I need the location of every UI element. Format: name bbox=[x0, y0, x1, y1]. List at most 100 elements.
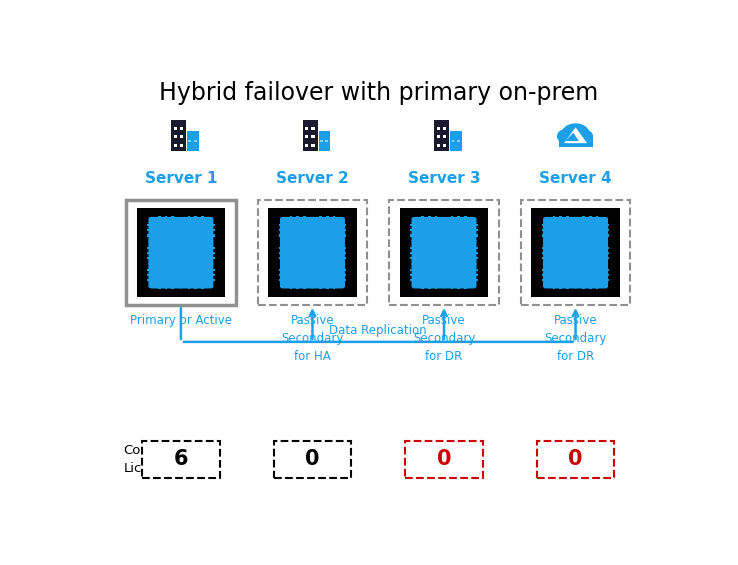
Bar bbox=[279, 229, 283, 232]
Bar bbox=[451, 260, 453, 264]
Bar bbox=[605, 246, 610, 249]
Bar bbox=[559, 264, 562, 267]
Text: Passive
Secondary
for DR: Passive Secondary for DR bbox=[545, 314, 607, 363]
Bar bbox=[542, 274, 546, 276]
Bar bbox=[458, 216, 460, 219]
Bar bbox=[289, 238, 292, 241]
Bar bbox=[311, 144, 314, 147]
FancyBboxPatch shape bbox=[543, 239, 579, 266]
Bar bbox=[576, 229, 580, 232]
Bar bbox=[464, 242, 467, 245]
Bar bbox=[571, 269, 576, 271]
Bar bbox=[566, 260, 569, 264]
Bar bbox=[571, 257, 576, 259]
Bar bbox=[147, 274, 151, 276]
Bar bbox=[126, 200, 235, 305]
Bar bbox=[596, 264, 599, 267]
Bar bbox=[410, 246, 414, 249]
Bar bbox=[559, 136, 593, 147]
Bar bbox=[194, 238, 197, 241]
Bar bbox=[589, 242, 592, 245]
Bar bbox=[440, 251, 444, 254]
Bar bbox=[410, 234, 414, 237]
Bar bbox=[474, 274, 477, 276]
Bar bbox=[176, 274, 181, 276]
Bar bbox=[176, 224, 181, 227]
Text: Data Replication: Data Replication bbox=[329, 324, 427, 337]
Bar bbox=[181, 257, 185, 259]
FancyBboxPatch shape bbox=[543, 217, 579, 244]
Bar bbox=[289, 242, 292, 245]
Bar bbox=[308, 274, 312, 276]
FancyBboxPatch shape bbox=[178, 262, 213, 289]
Bar bbox=[279, 279, 283, 281]
Bar bbox=[457, 140, 460, 142]
FancyBboxPatch shape bbox=[543, 262, 579, 289]
Bar bbox=[303, 216, 306, 219]
Bar bbox=[553, 216, 556, 219]
FancyBboxPatch shape bbox=[412, 217, 447, 244]
Bar bbox=[187, 264, 190, 267]
Bar bbox=[531, 208, 620, 297]
Bar bbox=[342, 251, 346, 254]
Bar bbox=[303, 286, 306, 289]
Bar bbox=[589, 286, 592, 289]
Bar bbox=[179, 136, 183, 138]
Bar bbox=[320, 140, 323, 142]
Bar bbox=[444, 229, 448, 232]
Bar bbox=[421, 286, 424, 289]
Bar bbox=[306, 136, 308, 138]
Bar bbox=[313, 279, 317, 281]
Bar bbox=[605, 229, 610, 232]
Bar bbox=[171, 286, 174, 289]
Bar bbox=[181, 279, 185, 281]
Bar bbox=[187, 242, 190, 245]
Bar bbox=[444, 251, 448, 254]
Bar bbox=[173, 144, 177, 147]
Bar bbox=[289, 286, 292, 289]
Bar bbox=[405, 441, 483, 478]
Bar bbox=[444, 257, 448, 259]
Bar bbox=[576, 224, 580, 227]
Bar bbox=[176, 246, 181, 249]
Bar bbox=[289, 216, 292, 219]
Bar bbox=[559, 260, 562, 264]
Bar bbox=[313, 224, 317, 227]
Bar bbox=[313, 229, 317, 232]
Bar bbox=[421, 264, 424, 267]
Bar bbox=[297, 216, 299, 219]
FancyBboxPatch shape bbox=[148, 239, 184, 266]
Text: 6: 6 bbox=[173, 449, 188, 470]
Bar bbox=[297, 260, 299, 264]
Bar bbox=[308, 269, 312, 271]
Bar bbox=[553, 242, 556, 245]
Bar bbox=[176, 269, 181, 271]
Bar bbox=[171, 120, 186, 151]
Bar bbox=[605, 224, 610, 227]
Bar bbox=[181, 274, 185, 276]
Bar bbox=[440, 229, 444, 232]
Bar bbox=[181, 234, 185, 237]
Bar bbox=[308, 251, 312, 254]
Bar bbox=[451, 238, 453, 241]
FancyBboxPatch shape bbox=[573, 239, 608, 266]
Bar bbox=[571, 251, 576, 254]
Bar bbox=[410, 274, 414, 276]
Bar bbox=[589, 216, 592, 219]
Bar bbox=[605, 279, 610, 281]
Bar bbox=[181, 246, 185, 249]
Polygon shape bbox=[565, 133, 579, 141]
Bar bbox=[201, 260, 204, 264]
FancyBboxPatch shape bbox=[178, 239, 213, 266]
Bar bbox=[313, 251, 317, 254]
Bar bbox=[326, 216, 328, 219]
Bar bbox=[165, 260, 168, 264]
Bar bbox=[464, 238, 467, 241]
FancyBboxPatch shape bbox=[280, 262, 315, 289]
Bar bbox=[589, 260, 592, 264]
Bar bbox=[582, 260, 585, 264]
Bar bbox=[410, 229, 414, 232]
FancyBboxPatch shape bbox=[441, 217, 477, 244]
FancyBboxPatch shape bbox=[178, 217, 213, 244]
Bar bbox=[553, 286, 556, 289]
